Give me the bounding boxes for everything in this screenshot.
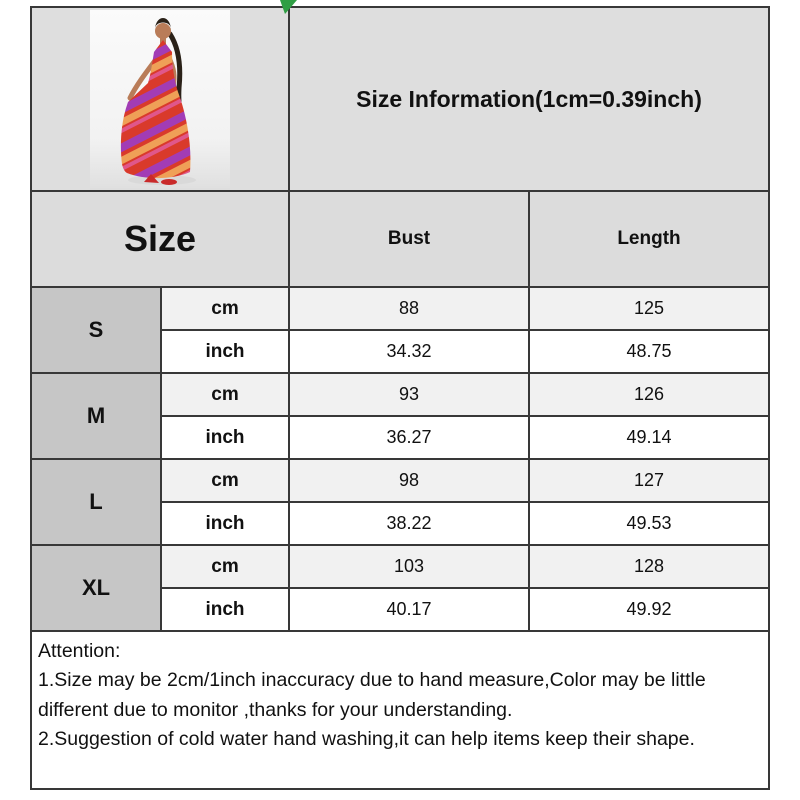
unit-label-cm: cm (160, 458, 288, 501)
xl-length-inch: 49.92 (528, 587, 768, 630)
l-length-cm: 127 (528, 458, 768, 501)
s-bust-cm: 88 (288, 286, 528, 329)
size-label-xl: XL (32, 544, 160, 630)
l-length-inch: 49.53 (528, 501, 768, 544)
column-header-size: Size (32, 190, 288, 286)
l-bust-inch: 38.22 (288, 501, 528, 544)
m-bust-cm: 93 (288, 372, 528, 415)
attention-note-1: 1.Size may be 2cm/1inch inaccuracy due t… (38, 669, 706, 721)
xl-length-cm: 128 (528, 544, 768, 587)
s-length-cm: 125 (528, 286, 768, 329)
product-photo-cell (32, 8, 288, 190)
size-information-title-cell: Size Information(1cm=0.39inch) (288, 8, 768, 190)
xl-bust-inch: 40.17 (288, 587, 528, 630)
size-label-m: M (32, 372, 160, 458)
unit-label-inch: inch (160, 415, 288, 458)
attention-heading: Attention: (38, 640, 121, 662)
attention-note-2: 2.Suggestion of cold water hand washing,… (38, 727, 695, 750)
l-bust-cm: 98 (288, 458, 528, 501)
page-title: Size Information(1cm=0.39inch) (356, 85, 702, 112)
unit-label-inch: inch (160, 329, 288, 372)
unit-label-inch: inch (160, 501, 288, 544)
striped-dress-model-image (90, 10, 230, 188)
attention-section: Attention: 1.Size may be 2cm/1inch inacc… (32, 630, 768, 788)
s-length-inch: 48.75 (528, 329, 768, 372)
unit-label-cm: cm (160, 286, 288, 329)
xl-bust-cm: 103 (288, 544, 528, 587)
m-bust-inch: 36.27 (288, 415, 528, 458)
size-label-l: L (32, 458, 160, 544)
green-marker-icon (280, 0, 297, 14)
s-bust-inch: 34.32 (288, 329, 528, 372)
m-length-cm: 126 (528, 372, 768, 415)
unit-label-cm: cm (160, 372, 288, 415)
unit-label-cm: cm (160, 544, 288, 587)
column-header-length: Length (528, 190, 768, 286)
column-header-bust: Bust (288, 190, 528, 286)
size-information-table: Size Information(1cm=0.39inch) Size Bust… (30, 6, 770, 790)
m-length-inch: 49.14 (528, 415, 768, 458)
unit-label-inch: inch (160, 587, 288, 630)
size-label-s: S (32, 286, 160, 372)
